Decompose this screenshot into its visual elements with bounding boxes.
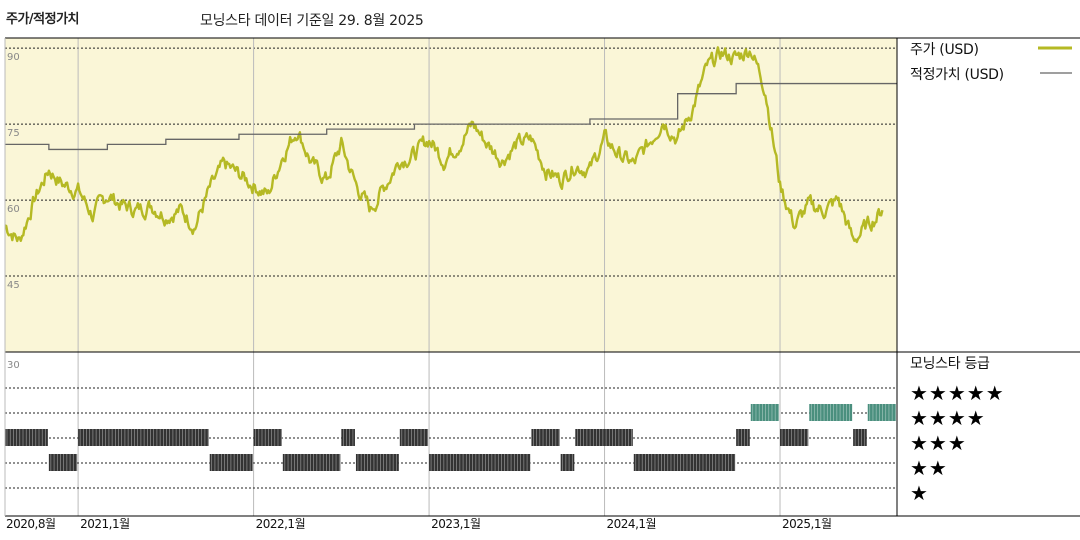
y-tick-label: 75 (7, 128, 20, 139)
fair-value-series-line (5, 82, 897, 151)
chart-subtitle: 모닝스타 데이터 기준일 29. 8월 2025 (200, 13, 424, 29)
legend-item-fair-value: 적정가치 (USD) (910, 67, 1072, 83)
rating-bar-3 (48, 454, 78, 471)
rating-bar-4 (399, 429, 429, 446)
y-tick-label: 45 (7, 280, 20, 291)
rating-bar-4 (78, 429, 209, 446)
legend-item-price: 주가 (USD) (910, 42, 1072, 58)
x-tick-label: 2023,1월 (431, 517, 481, 531)
price-series-line (4, 46, 884, 244)
x-tick-label: 2022,1월 (256, 517, 306, 531)
frame-layer (4, 37, 1080, 517)
chart-title: 주가/적정가치 (6, 12, 80, 27)
rating-bar-4 (531, 429, 560, 446)
x-tick-label: 2020,8월 (6, 517, 56, 531)
rating-bar-3 (633, 454, 736, 471)
svg-text:주가 (USD): 주가 (USD) (910, 42, 979, 58)
rating-legend-stars: ★★★ (910, 431, 967, 455)
line-layer (4, 46, 897, 244)
x-tick-label: 2024,1월 (607, 517, 657, 531)
rating-bar-4 (5, 429, 48, 446)
rating-legend-stars: ★★★★ (910, 406, 986, 430)
rating-bar-4 (253, 429, 282, 446)
rating-bar-4 (780, 429, 809, 446)
rating-bar-4 (853, 429, 867, 446)
rating-bar-5 (867, 404, 896, 421)
rating-bar-5 (750, 404, 780, 421)
rating-bar-4 (575, 429, 633, 446)
rating-layer (5, 404, 896, 471)
legend: 주가 (USD)적정가치 (USD)모닝스타 등급★★★★★★★★★★★★★★★ (910, 42, 1072, 505)
rating-legend-stars: ★★★★★ (910, 381, 1005, 405)
x-tick-label: 2021,1월 (80, 517, 130, 531)
x-ticks: 2020,8월 2021,1월 2022,1월 2023,1월 2024,1월 2025,… (6, 517, 832, 531)
svg-text:적정가치 (USD): 적정가치 (USD) (910, 67, 1004, 83)
rating-bar-3 (282, 454, 341, 471)
rating-bar-3 (429, 454, 531, 471)
rating-bar-3 (209, 454, 253, 471)
rating-bar-3 (355, 454, 399, 471)
rating-bar-4 (736, 429, 750, 446)
rating-bar-5 (809, 404, 853, 421)
rating-legend-stars: ★★ (910, 456, 948, 480)
y-tick-label: 60 (7, 204, 20, 215)
y-tick-label: 30 (7, 360, 20, 371)
x-tick-label: 2025,1월 (782, 517, 832, 531)
price-plot-background (5, 38, 897, 352)
rating-bar-4 (341, 429, 355, 446)
rating-legend-title: 모닝스타 등급 (910, 356, 990, 372)
y-tick-label: 90 (7, 52, 20, 63)
rating-bar-3 (560, 454, 575, 471)
y-ticks: 90 75 60 45 30 (7, 52, 20, 371)
rating-legend-stars: ★ (910, 481, 929, 505)
